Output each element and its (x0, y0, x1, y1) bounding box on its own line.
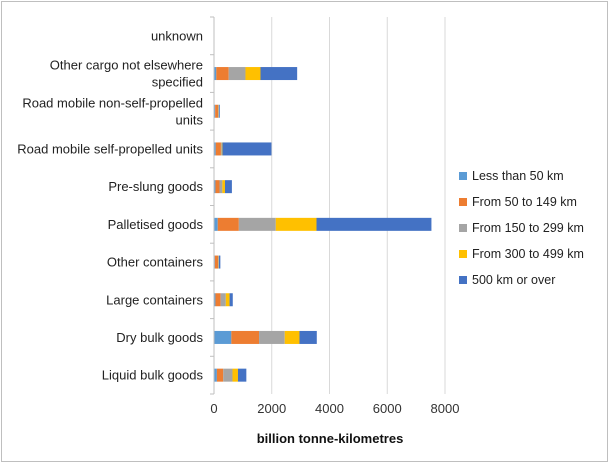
bar-segment (218, 104, 219, 118)
bar-segment (221, 142, 223, 156)
legend-swatch (459, 276, 467, 284)
category-label: Dry bulk goods (116, 330, 203, 345)
bar-segment (214, 293, 216, 307)
x-tick-label: 2000 (257, 401, 286, 416)
bar-segment (215, 142, 221, 156)
chart-frame (1, 1, 608, 462)
bar-segment (214, 104, 216, 118)
legend-entry: 500 km or over (472, 273, 555, 287)
bar-segment (225, 293, 230, 307)
legend-swatch (459, 198, 467, 206)
bar-segment (217, 217, 239, 231)
bar-segment (275, 217, 317, 231)
bar-segment (215, 293, 221, 307)
x-tick-labels: 0 2000 4000 6000 8000 (210, 401, 459, 416)
bar-segment (260, 67, 298, 81)
legend-entry: Less than 50 km (472, 169, 564, 183)
bar-segment (215, 180, 220, 194)
bar-segment (220, 142, 222, 156)
bar-segment (316, 217, 432, 231)
bar-segment (299, 330, 317, 344)
category-label: Road mobile non-self-propelled units (22, 95, 203, 127)
bar-segment (229, 293, 233, 307)
bar-segment (259, 330, 285, 344)
bar-segment (215, 104, 219, 118)
bar-segment (228, 67, 246, 81)
category-label: Pre-slung goods (108, 179, 203, 194)
x-tick-label: 6000 (373, 401, 402, 416)
bar-segment (224, 180, 232, 194)
bar-segment (216, 67, 229, 81)
x-tick-label: 8000 (431, 401, 460, 416)
bars (214, 67, 432, 382)
bar-segment (218, 104, 220, 118)
category-label: Palletised goods (108, 217, 204, 232)
bar-segment (222, 142, 272, 156)
bar-segment (223, 368, 233, 382)
bar-segment (237, 368, 247, 382)
category-label: Road mobile self-propelled units (17, 141, 203, 156)
legend-swatch (459, 224, 467, 232)
bar-segment (214, 67, 217, 81)
legend-swatch (459, 172, 467, 180)
category-labels: unknown Other cargo not elsewhere specifie… (17, 28, 203, 382)
legend-entry: From 50 to 149 km (472, 195, 577, 209)
bar-segment (284, 330, 300, 344)
bar-segment (214, 217, 218, 231)
bar-segment (245, 67, 261, 81)
legend-swatch (459, 250, 467, 258)
bar-segment (214, 368, 217, 382)
category-label: Liquid bulk goods (102, 368, 204, 383)
x-tick-label: 0 (210, 401, 217, 416)
x-axis-title: billion tonne-kilometres (257, 431, 404, 446)
bar-segment (218, 255, 219, 269)
bar-segment (238, 217, 276, 231)
bar-segment (214, 255, 219, 269)
axes (210, 16, 215, 395)
x-tick-label: 4000 (315, 401, 344, 416)
category-label: Other cargo not elsewhere specified (50, 58, 203, 90)
category-label: Other containers (107, 255, 204, 270)
bar-segment (216, 368, 224, 382)
bar-segment (218, 255, 221, 269)
bar-segment (214, 180, 216, 194)
bar-segment (214, 330, 232, 344)
bar-segment (220, 293, 226, 307)
bar-segment (214, 142, 216, 156)
legend-entry: From 300 to 499 km (472, 247, 584, 261)
bar-segment (222, 180, 225, 194)
legend: Less than 50 km From 50 to 149 km From 150… (459, 169, 584, 287)
legend-entry: From 150 to 299 km (472, 221, 584, 235)
bar-segment (219, 180, 223, 194)
bar-segment (231, 330, 260, 344)
category-label: Large containers (106, 292, 203, 307)
bar-segment (232, 368, 238, 382)
category-label: unknown (151, 28, 203, 43)
